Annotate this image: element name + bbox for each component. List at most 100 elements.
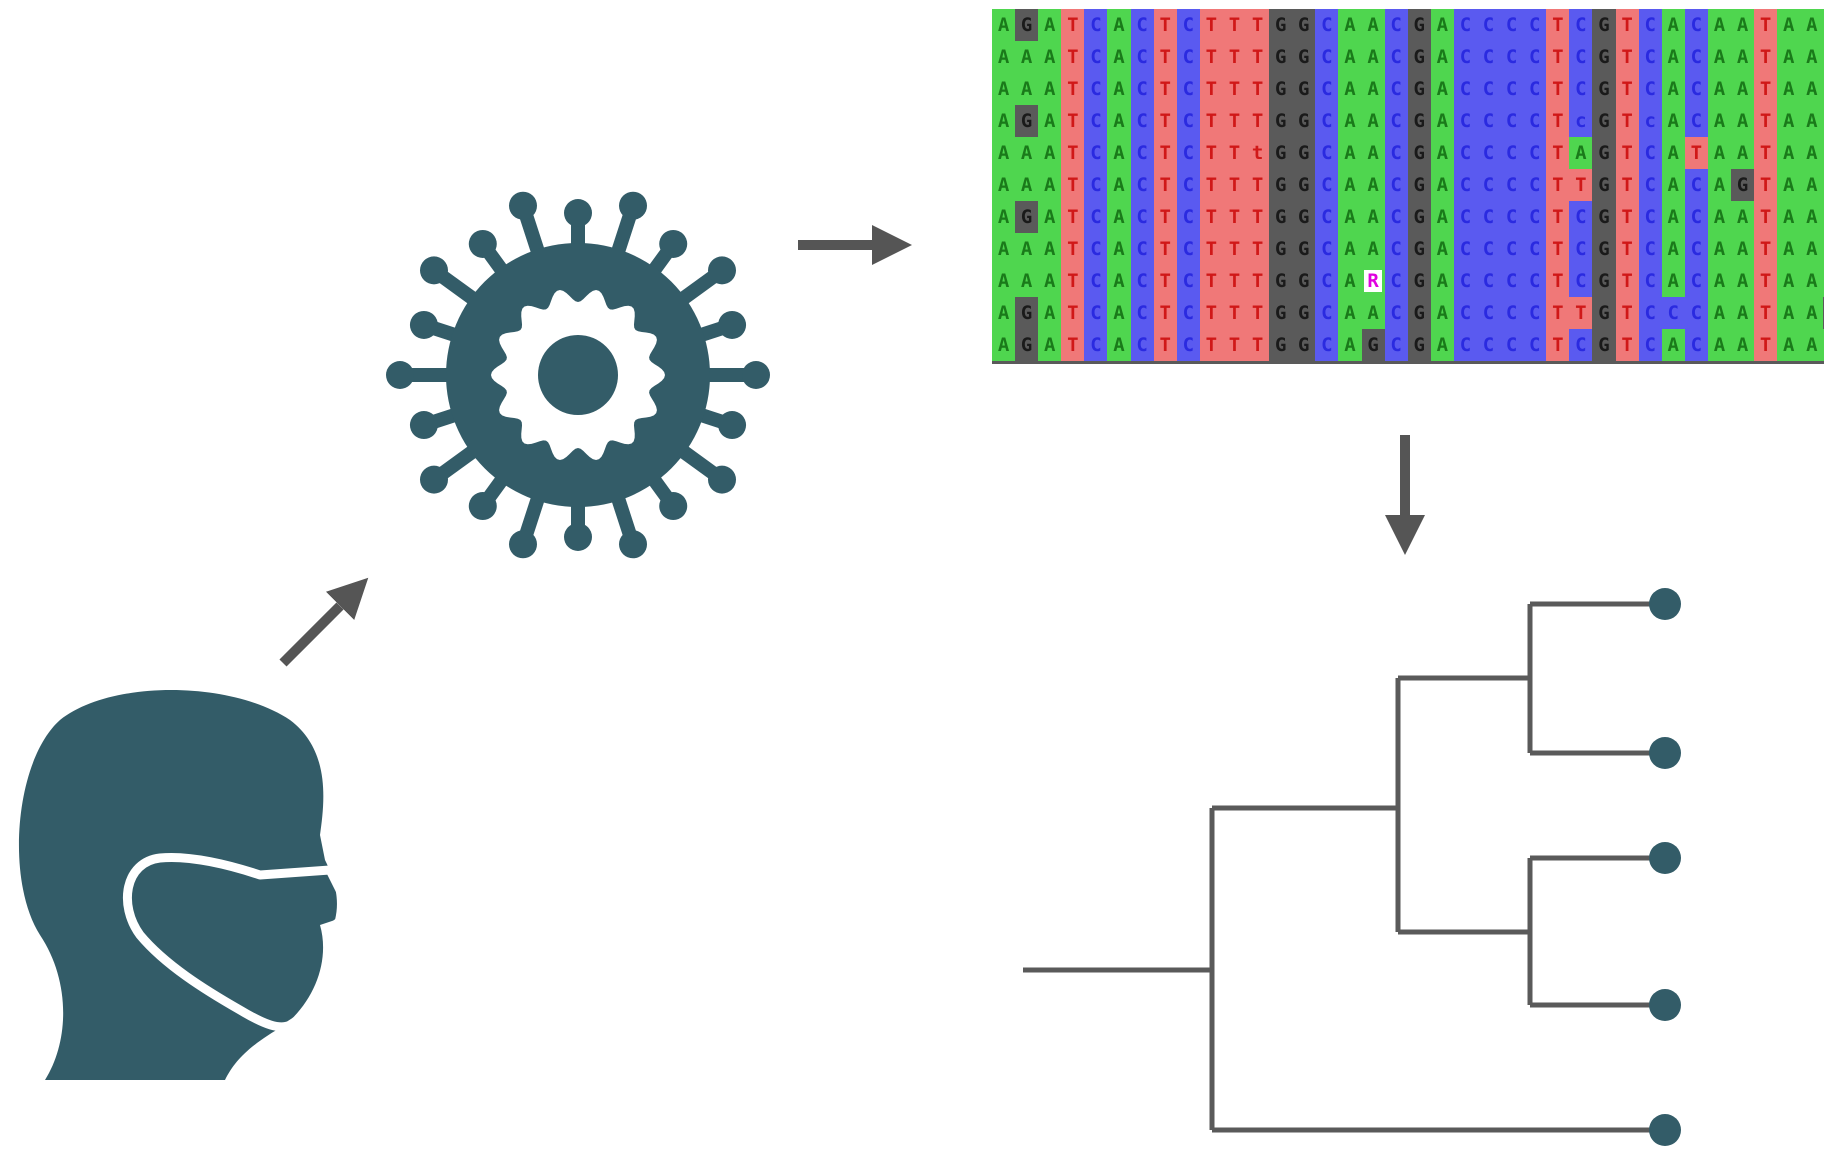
nucleotide-cell: A — [1800, 73, 1824, 105]
nucleotide-cell: T — [1615, 201, 1639, 233]
nucleotide-cell: A — [1661, 137, 1685, 169]
nucleotide-cell: C — [1500, 233, 1524, 265]
nucleotide-cell: C — [1315, 201, 1339, 233]
nucleotide-cell: A — [1338, 73, 1362, 105]
nucleotide-cell: T — [1061, 137, 1085, 169]
nucleotide-cell: C — [1384, 73, 1408, 105]
nucleotide-cell: A — [1800, 201, 1824, 233]
nucleotide-cell: C — [1453, 169, 1477, 201]
nucleotide-cell: C — [1684, 9, 1708, 41]
nucleotide-cell: G — [1269, 41, 1293, 73]
nucleotide-cell: T — [1546, 297, 1570, 329]
alignment-row: AGATCACTCTTTGGCAACGACCCCTTGTCCCAATAAG — [992, 297, 1824, 329]
nucleotide-cell: T — [1222, 201, 1247, 233]
nucleotide-cell: G — [1407, 297, 1431, 329]
nucleotide-cell: T — [1754, 329, 1778, 361]
nucleotide-cell: G — [1407, 233, 1431, 265]
nucleotide-cell: G — [1269, 233, 1293, 265]
nucleotide-cell: C — [1523, 201, 1547, 233]
nucleotide-cell: T — [1754, 201, 1778, 233]
nucleotide-cell: A — [1777, 73, 1801, 105]
nucleotide-cell: C — [1176, 105, 1200, 137]
nucleotide-cell: C — [1084, 329, 1108, 361]
nucleotide-cell: C — [1684, 265, 1708, 297]
nucleotide-cell: C — [1638, 329, 1662, 361]
virus-spike-tip — [619, 191, 648, 220]
nucleotide-cell: A — [1661, 73, 1685, 105]
nucleotide-cell: A — [1569, 137, 1593, 169]
nucleotide-cell: C — [1384, 233, 1408, 265]
nucleotide-cell: A — [1823, 41, 1824, 73]
nucleotide-cell: C — [1453, 201, 1477, 233]
tree-leaf — [1649, 989, 1681, 1021]
nucleotide-cell: C — [1500, 169, 1524, 201]
nucleotide-cell: A — [1015, 169, 1039, 201]
nucleotide-cell: C — [1130, 297, 1154, 329]
nucleotide-cell: A — [1430, 105, 1454, 137]
virus-spike-tip — [468, 229, 497, 258]
nucleotide-cell: T — [1222, 137, 1247, 169]
nucleotide-cell: A — [1038, 41, 1062, 73]
nucleotide-cell: A — [1731, 329, 1755, 361]
nucleotide-cell: C — [1638, 297, 1662, 329]
nucleotide-cell: A — [1038, 201, 1062, 233]
nucleotide-cell: A — [1107, 329, 1131, 361]
nucleotide-cell: C — [1130, 233, 1154, 265]
masked-person-icon — [18, 690, 353, 1080]
nucleotide-cell: A — [1338, 169, 1362, 201]
nucleotide-cell: G — [1592, 233, 1616, 265]
nucleotide-cell: G — [1269, 105, 1293, 137]
nucleotide-cell: T — [1061, 41, 1085, 73]
nucleotide-cell: T — [1153, 41, 1177, 73]
nucleotide-cell: T — [1615, 265, 1639, 297]
nucleotide-cell: T — [1546, 9, 1570, 41]
nucleotide-cell: C — [1523, 9, 1547, 41]
nucleotide-cell: G — [1269, 329, 1293, 361]
nucleotide-cell: A — [1361, 297, 1385, 329]
nucleotide-cell: T — [1199, 233, 1223, 265]
virus-spike-tip — [419, 465, 448, 494]
nucleotide-cell: G — [1592, 169, 1616, 201]
virus-spike-tip — [508, 191, 537, 220]
arrow-person-to-virus — [279, 577, 369, 667]
nucleotide-cell: A — [1038, 105, 1062, 137]
nucleotide-cell: A — [1707, 169, 1731, 201]
nucleotide-cell: T — [1153, 169, 1177, 201]
nucleotide-cell: A — [1731, 41, 1755, 73]
nucleotide-cell: A — [1038, 73, 1062, 105]
nucleotide-cell: C — [1476, 233, 1501, 265]
nucleotide-cell: A — [1015, 233, 1039, 265]
nucleotide-cell: C — [1476, 73, 1501, 105]
nucleotide-cell: T — [1615, 233, 1639, 265]
nucleotide-cell: G — [1592, 105, 1616, 137]
nucleotide-cell: C — [1315, 41, 1339, 73]
nucleotide-cell: T — [1246, 233, 1270, 265]
nucleotide-cell: A — [992, 41, 1016, 73]
virus-spike-tip — [386, 361, 414, 389]
nucleotide-cell: A — [1038, 329, 1062, 361]
nucleotide-cell: C — [1684, 329, 1708, 361]
nucleotide-cell: A — [1731, 265, 1755, 297]
nucleotide-cell: T — [1199, 329, 1223, 361]
nucleotide-cell: T — [1246, 297, 1270, 329]
nucleotide-cell: A — [1661, 41, 1685, 73]
nucleotide-cell: A — [1823, 73, 1824, 105]
nucleotide-cell: A — [1777, 9, 1801, 41]
nucleotide-cell: C — [1453, 265, 1477, 297]
nucleotide-cell: G — [1015, 201, 1039, 233]
nucleotide-cell: A — [1800, 169, 1824, 201]
nucleotide-cell: G — [1269, 137, 1293, 169]
nucleotide-cell: C — [1638, 9, 1662, 41]
nucleotide-cell: T — [1222, 329, 1247, 361]
nucleotide-cell: C — [1500, 329, 1524, 361]
nucleotide-cell: C — [1500, 201, 1524, 233]
nucleotide-cell: A — [992, 297, 1016, 329]
nucleotide-cell: C — [1453, 137, 1477, 169]
tree-leaves — [1649, 588, 1681, 1146]
nucleotide-cell: c — [1638, 105, 1662, 137]
nucleotide-cell: T — [1199, 105, 1223, 137]
